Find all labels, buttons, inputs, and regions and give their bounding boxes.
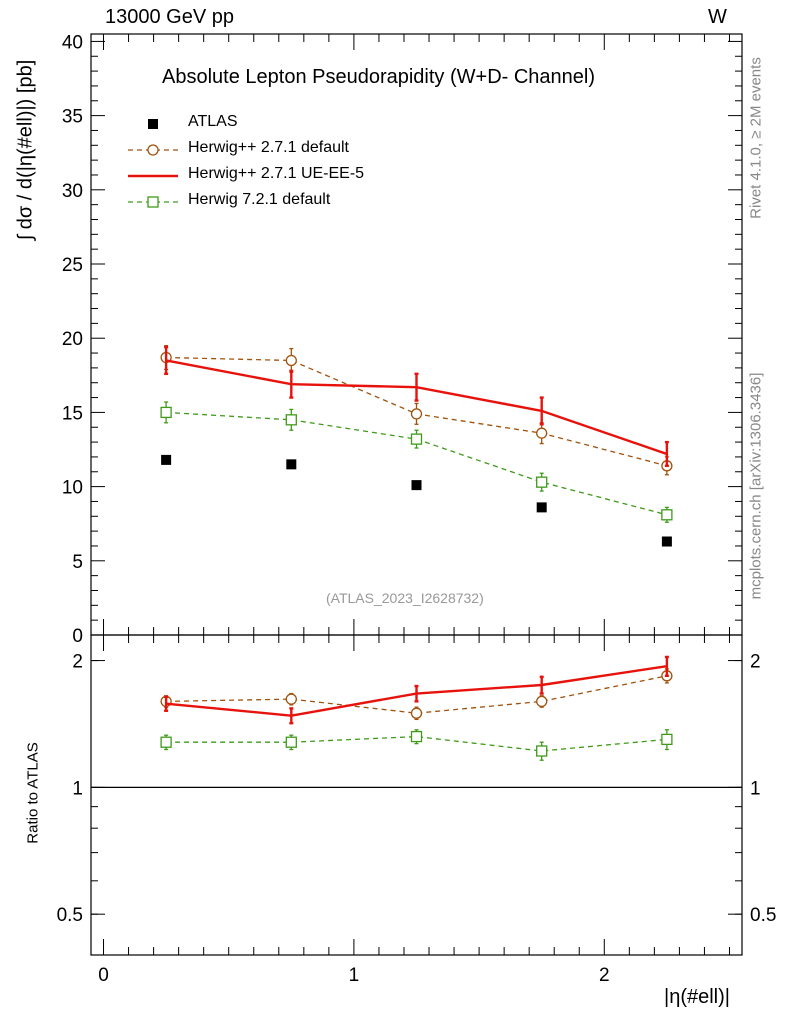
x-axis-label: |η(#ell)| bbox=[664, 986, 730, 1008]
legend-marker-herwig-2-7-1-default bbox=[147, 144, 159, 156]
series-herwig-2-7-1-default bbox=[160, 344, 673, 476]
ratio-plot-frame bbox=[90, 634, 743, 956]
legend-label-herwigpp-ueee5: Herwig++ 2.7.1 UE-EE-5 bbox=[188, 165, 365, 182]
legend-label-atlas: ATLAS bbox=[188, 113, 238, 130]
y-tick-label: 0 bbox=[72, 626, 83, 647]
ratio-y-axis-label: Ratio to ATLAS bbox=[24, 742, 42, 844]
series-herwig-2-7-1-ue-ee-5 bbox=[164, 345, 669, 468]
x-tick-label: 1 bbox=[349, 965, 360, 986]
y-tick-label: 5 bbox=[72, 552, 83, 573]
energy-label: 13000 GeV pp bbox=[105, 6, 234, 28]
data-point-atlas bbox=[411, 480, 422, 491]
x-tick-label: 2 bbox=[599, 965, 610, 986]
series-herwig-2-7-1-ue-ee-5 bbox=[164, 655, 669, 725]
data-point-herwig-7-2-1-default bbox=[160, 736, 172, 748]
ratio-y-tick-label: 0.5 bbox=[57, 905, 83, 926]
mcplots-reference-text: mcplots.cern.ch [arXiv:1306.3436] bbox=[747, 372, 765, 600]
ratio-y-tick-label: 1 bbox=[72, 778, 83, 799]
y-tick-label: 25 bbox=[62, 255, 83, 276]
data-point-herwig-7-2-1-default bbox=[536, 476, 548, 488]
series-line-herwig-2-7-1-default bbox=[166, 675, 668, 714]
legend-label-herwig7: Herwig 7.2.1 default bbox=[188, 191, 331, 208]
process-label: W bbox=[708, 6, 727, 28]
ratio-y-tick-label-right: 2 bbox=[750, 652, 761, 673]
data-point-herwig-2-7-1-default bbox=[536, 427, 548, 439]
ratio-y-tick-label-right: 0.5 bbox=[750, 905, 776, 926]
rivet-version-text: Rivet 4.1.0, ≥ 2M events bbox=[747, 57, 765, 219]
data-point-herwig-2-7-1-default bbox=[536, 695, 548, 708]
main-series-layer bbox=[160, 344, 673, 547]
ratio-series-layer bbox=[160, 655, 673, 761]
data-point-herwig-7-2-1-default bbox=[661, 733, 673, 746]
series-herwig-7-2-1-default bbox=[160, 729, 673, 761]
x-tick-label: 0 bbox=[98, 965, 109, 986]
data-point-herwig-7-2-1-default bbox=[285, 736, 297, 748]
data-point-herwig-2-7-1-default bbox=[285, 354, 297, 367]
data-point-herwig-7-2-1-default bbox=[285, 414, 297, 426]
data-point-atlas bbox=[536, 502, 547, 513]
legend-label-herwigpp-default: Herwig++ 2.7.1 default bbox=[188, 139, 349, 156]
data-point-herwig-2-7-1-default bbox=[285, 693, 297, 705]
ratio-y-tick-label-right: 1 bbox=[750, 778, 761, 799]
legend-marker-atlas bbox=[148, 119, 158, 129]
data-point-herwig-7-2-1-default bbox=[160, 406, 172, 419]
y-tick-label: 30 bbox=[62, 181, 83, 202]
data-point-atlas bbox=[286, 459, 297, 470]
watermark: (ATLAS_2023_I2628732) bbox=[326, 590, 484, 606]
y-tick-label: 10 bbox=[62, 478, 83, 499]
data-point-herwig-7-2-1-default bbox=[410, 730, 423, 743]
series-herwig-7-2-1-default bbox=[160, 401, 673, 523]
y-axis-label: ∫ dσ / d(|η(#ell)|) [pb] bbox=[14, 59, 37, 241]
data-point-herwig-7-2-1-default bbox=[410, 433, 423, 445]
legend-markers bbox=[128, 119, 178, 208]
y-tick-label: 40 bbox=[62, 32, 83, 53]
ratio-y-tick-label: 2 bbox=[72, 652, 83, 673]
y-tick-label: 20 bbox=[62, 329, 83, 350]
data-point-herwig-2-7-1-default bbox=[410, 408, 423, 420]
data-point-herwig-7-2-1-default bbox=[536, 745, 548, 757]
y-tick-label: 35 bbox=[62, 107, 83, 128]
series-line-herwig-7-2-1-default bbox=[166, 735, 667, 752]
data-point-atlas bbox=[161, 454, 172, 465]
series-atlas bbox=[161, 454, 672, 547]
chart-title: Absolute Lepton Pseudorapidity (W+D- Cha… bbox=[162, 66, 596, 88]
data-point-herwig-2-7-1-default bbox=[410, 707, 423, 719]
legend-marker-herwig-7-2-1-default bbox=[147, 196, 159, 208]
y-tick-label: 15 bbox=[62, 403, 83, 424]
data-point-atlas bbox=[661, 536, 672, 547]
data-point-herwig-7-2-1-default bbox=[661, 509, 673, 521]
